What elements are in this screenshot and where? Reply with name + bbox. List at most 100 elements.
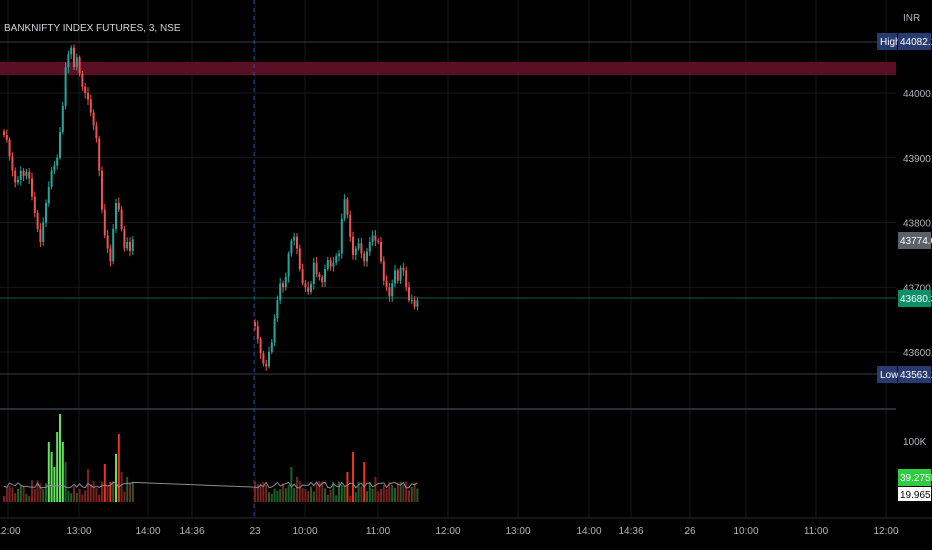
candle-body (352, 236, 354, 255)
candle-body (360, 243, 363, 254)
volume-bar (67, 490, 70, 502)
candle-body (396, 270, 399, 281)
volume-bar (45, 483, 47, 502)
candle-body (17, 179, 19, 183)
candle-body (19, 170, 22, 180)
time-axis-tick: 14:36 (618, 526, 643, 537)
low-price-tag: Low 43563.10 (877, 366, 932, 383)
last-close-box (898, 232, 931, 249)
candle-body (106, 235, 109, 249)
candle-body (11, 156, 14, 171)
candle-body (47, 186, 50, 204)
candle-body (368, 241, 371, 252)
candle-body (377, 240, 380, 242)
volume-bar (61, 442, 64, 502)
time-axis[interactable]: 12:00 13:00 14:00 14:36 23 10:00 11:00 12:00 13:… (0, 526, 899, 537)
candle-body (310, 284, 312, 292)
volume-bar (402, 485, 405, 502)
low-value-box (898, 366, 931, 383)
volume-bar (64, 462, 67, 502)
candle-body (301, 269, 304, 284)
last-close-tag: 43774.00 (898, 232, 932, 249)
candle-body (87, 93, 89, 100)
volume-bar (382, 484, 385, 502)
volume-bar (329, 489, 332, 502)
candle-body (75, 57, 78, 68)
volume-ma-line (3, 481, 418, 489)
candle-body (374, 235, 377, 241)
current-price-value: 43680.35 (900, 294, 932, 305)
volume-bar (338, 481, 340, 502)
candle-body (70, 47, 73, 55)
volume-bar (256, 483, 259, 502)
volume-bar (276, 490, 279, 502)
candle-body (56, 157, 59, 166)
volume-bar (28, 495, 31, 502)
candle-body (84, 86, 87, 93)
volume-bar (42, 488, 45, 502)
candle-body (357, 243, 360, 249)
volume-ma-box (898, 487, 931, 501)
candle-body (276, 300, 279, 319)
candle-body (284, 276, 287, 288)
price-axis[interactable]: 44000.00 43900.00 43800.00 43700.00 43600.00 (903, 89, 932, 359)
candle-body (318, 274, 321, 277)
volume-bar (5, 487, 8, 502)
time-axis-tick: 11:00 (366, 526, 391, 537)
candle-body (402, 267, 405, 271)
volume-bar (321, 481, 324, 502)
volume-value-box (898, 469, 931, 486)
candle-body (394, 270, 396, 284)
candle-body (131, 239, 134, 251)
volume-bar (84, 490, 87, 502)
volume-bar (73, 486, 75, 502)
candle-body (25, 171, 28, 176)
time-axis-tick: 13:00 (66, 526, 91, 537)
candle-body (338, 253, 340, 257)
candle-body (287, 253, 290, 277)
volume-bar (106, 485, 109, 502)
time-axis-tick: 12:00 (873, 526, 898, 537)
candle-body (262, 353, 265, 364)
time-axis-tick: 10:00 (292, 526, 317, 537)
candle-body (290, 240, 293, 254)
volume-bar (301, 488, 304, 502)
volume-bar (318, 481, 321, 502)
time-axis-tick: 14:36 (179, 526, 204, 537)
volume-bar (112, 481, 115, 502)
candle-body (304, 283, 307, 288)
volume-bar (346, 472, 349, 502)
volume-bar (95, 488, 98, 502)
volume-bar (315, 482, 318, 502)
volume-bar (363, 462, 366, 502)
volume-bar (11, 487, 14, 502)
volume-bar (340, 485, 343, 502)
volume-bar (36, 480, 39, 502)
high-label-box (877, 33, 897, 50)
volume-bar (254, 481, 256, 502)
volume-bar (335, 495, 338, 502)
volume-bar (298, 481, 301, 502)
volume-value: 39.275K (900, 473, 932, 484)
low-label: Low (880, 370, 899, 381)
candle-body (366, 251, 368, 262)
volume-bar (22, 487, 25, 502)
volume-bar (307, 491, 310, 502)
candle-body (380, 241, 382, 262)
candle-body (89, 99, 92, 113)
candle-body (73, 47, 75, 68)
candle-body (112, 228, 115, 262)
candle-body (123, 228, 126, 249)
current-price-box (898, 290, 931, 307)
candle-body (259, 339, 262, 354)
volume-bar (120, 472, 123, 502)
volume-bar (131, 482, 134, 502)
volume-bar (374, 477, 377, 502)
candle-body (109, 248, 112, 262)
volume-bar (81, 494, 84, 502)
candle-body (391, 283, 394, 297)
volume-bar (296, 477, 298, 502)
volume-bar (396, 482, 399, 502)
volume-bar (17, 488, 19, 502)
